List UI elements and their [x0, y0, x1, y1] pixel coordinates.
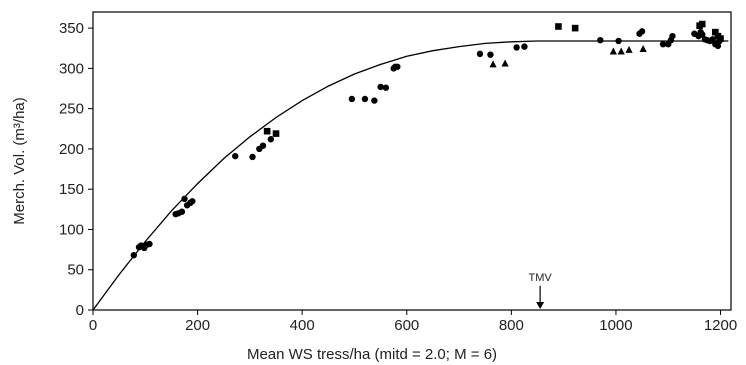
data-point-circle [348, 95, 356, 103]
x-tick-label: 600 [394, 317, 419, 334]
data-point-triangle [489, 60, 497, 68]
data-point-circle [659, 41, 667, 48]
x-tick-label: 1200 [704, 317, 737, 334]
y-tick-label: 100 [59, 221, 84, 238]
data-point-triangle [639, 45, 647, 53]
data-point-square [717, 35, 724, 42]
data-point-square [263, 127, 271, 135]
fitted-curve-layer [92, 40, 729, 311]
data-point-circle [361, 95, 369, 103]
fitted-curve [92, 40, 729, 311]
plot-area [92, 11, 732, 311]
y-tick-label: 300 [59, 60, 84, 77]
data-point-circle [669, 32, 676, 40]
axes-layer: 0 200 400 600 800 1000 1200 0 50 100 150 200 250 300 3… [11, 20, 737, 363]
data-point-circle [189, 198, 196, 205]
data-point-circle [130, 252, 137, 259]
data-point-triangle [609, 47, 617, 55]
data-point-circle [638, 28, 646, 35]
data-point-circle [382, 84, 390, 91]
data-point-circle [521, 43, 528, 50]
data-point-circle [709, 36, 716, 43]
x-axis-title: Mean WS tress/ha (mitd = 2.0; M = 6) [247, 346, 497, 363]
y-tick-label: 250 [59, 101, 84, 118]
data-point-square [712, 28, 719, 36]
data-point-square [272, 130, 280, 137]
data-point-circle [476, 50, 484, 58]
y-tick-label: 200 [59, 141, 84, 158]
data-points-layer [130, 20, 724, 259]
data-point-triangle [625, 45, 633, 53]
y-tick-label: 0 [76, 302, 84, 319]
data-point-square [555, 23, 562, 30]
data-point-circle [699, 31, 706, 38]
x-tick-label: 0 [89, 317, 97, 334]
x-tick-label: 200 [185, 317, 210, 334]
plot-frame [92, 11, 732, 311]
x-tick-label: 1000 [599, 317, 632, 334]
data-point-circle [146, 240, 153, 248]
data-point-circle [714, 42, 722, 50]
data-point-square [571, 24, 579, 32]
data-point-circle [377, 83, 384, 91]
data-point-circle [615, 37, 622, 45]
data-point-triangle [617, 47, 625, 55]
y-tick-label: 350 [59, 20, 84, 37]
data-point-circle [267, 136, 275, 143]
data-point-circle [178, 208, 186, 215]
data-point-circle [259, 142, 267, 149]
data-point-square [698, 20, 706, 28]
x-tick-label: 400 [290, 317, 315, 334]
annotation-layer: TMV [529, 272, 553, 309]
tmv-arrow-head [536, 302, 545, 309]
y-axis-title: Merch. Vol. (m³/ha) [11, 97, 28, 225]
tmv-label: TMV [529, 272, 553, 284]
data-point-circle [232, 152, 239, 160]
data-point-circle [181, 195, 188, 203]
y-tick-label: 150 [59, 181, 84, 198]
x-tick-label: 800 [499, 317, 524, 334]
y-tick-label: 50 [67, 262, 84, 279]
data-point-triangle [501, 59, 509, 67]
data-point-circle [371, 97, 378, 104]
data-point-circle [487, 51, 494, 58]
data-point-circle [394, 63, 401, 70]
data-point-circle [513, 44, 520, 51]
data-point-circle [597, 36, 604, 44]
data-point-circle [249, 153, 256, 161]
